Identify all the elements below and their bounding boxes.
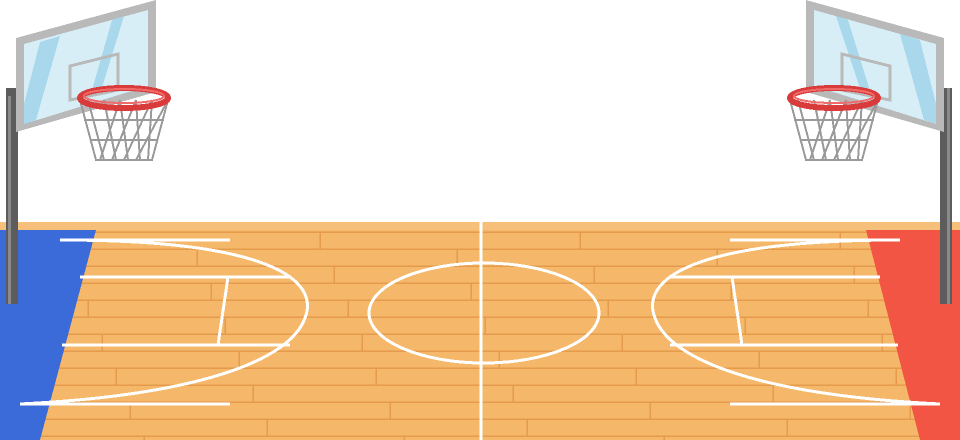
center-circle bbox=[367, 261, 601, 365]
right-hoop bbox=[787, 0, 952, 304]
left-backboard-shine bbox=[24, 36, 60, 124]
left-pole-highlight bbox=[8, 88, 11, 304]
left-side-area-blue bbox=[0, 230, 96, 440]
right-three-point-arc bbox=[651, 238, 941, 406]
right-rim-highlight bbox=[793, 88, 875, 104]
left-three-point-arc bbox=[19, 238, 309, 406]
left-free-throw-line bbox=[216, 276, 230, 346]
left-net bbox=[79, 99, 169, 161]
left-rim-highlight bbox=[83, 88, 165, 104]
right-pole-highlight bbox=[947, 88, 950, 304]
right-side-area-red bbox=[866, 230, 960, 440]
court-markings bbox=[19, 222, 941, 440]
left-hoop bbox=[6, 0, 171, 304]
right-free-throw-line bbox=[730, 276, 744, 346]
right-backboard-shine bbox=[900, 34, 936, 124]
right-backboard-target-box bbox=[840, 52, 892, 102]
